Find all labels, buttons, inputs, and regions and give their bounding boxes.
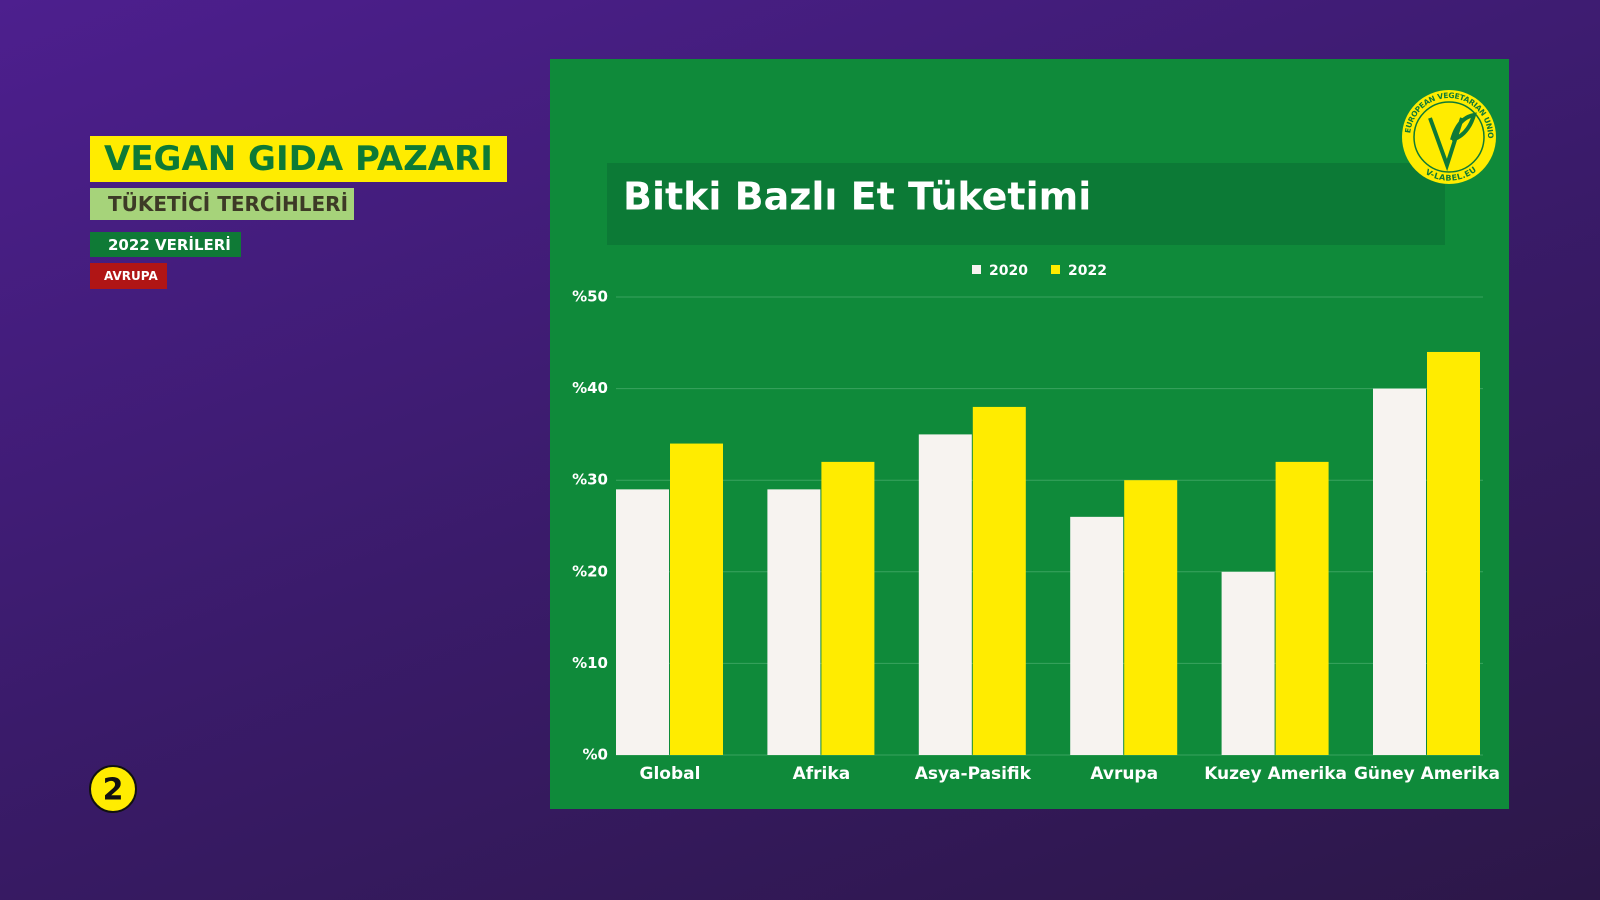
slide-title: VEGAN GIDA PAZARI [90, 136, 507, 182]
x-tick-label: Asya-Pasifik [915, 764, 1032, 784]
y-tick-label: %30 [572, 471, 608, 489]
bar [1124, 480, 1178, 755]
bar [1070, 516, 1124, 755]
bar [821, 461, 875, 755]
bar [616, 489, 669, 755]
region-tag: AVRUPA [90, 263, 167, 289]
y-tick-label: %20 [572, 562, 608, 580]
x-tick-label: Avrupa [1090, 764, 1158, 784]
legend-label: 2022 [1068, 263, 1107, 279]
logo-ring [1413, 101, 1485, 173]
y-tick-label: %0 [583, 746, 608, 764]
y-tick-label: %50 [572, 288, 608, 306]
page-badge [89, 765, 137, 813]
logo-circle [1402, 90, 1496, 184]
legend-swatch [1051, 265, 1060, 274]
bar [767, 489, 821, 755]
bar [670, 443, 723, 755]
year-tag: 2022 VERİLERİ [90, 232, 241, 257]
y-tick-label: %10 [572, 654, 608, 672]
bar [1275, 461, 1329, 755]
x-tick-label: Kuzey Amerika [1204, 764, 1347, 784]
legend-swatch [972, 265, 981, 274]
logo-v [1428, 112, 1477, 172]
slide-subtitle: TÜKETİCİ TERCİHLERİ [90, 188, 354, 220]
title-band [607, 163, 1445, 245]
bar [918, 434, 972, 755]
bar [972, 406, 1026, 755]
page-number: 2 [103, 773, 124, 808]
y-tick-label: %40 [572, 379, 608, 397]
legend-label: 2020 [989, 263, 1028, 279]
x-tick-label: Afrika [793, 764, 851, 784]
chart-title: Bitki Bazlı Et Tüketimi [623, 175, 1091, 219]
bar [1221, 571, 1275, 755]
x-tick-label: Güney Amerika [1354, 764, 1500, 784]
bar [1373, 388, 1426, 755]
bar [1427, 351, 1480, 755]
x-tick-label: Global [640, 764, 701, 784]
